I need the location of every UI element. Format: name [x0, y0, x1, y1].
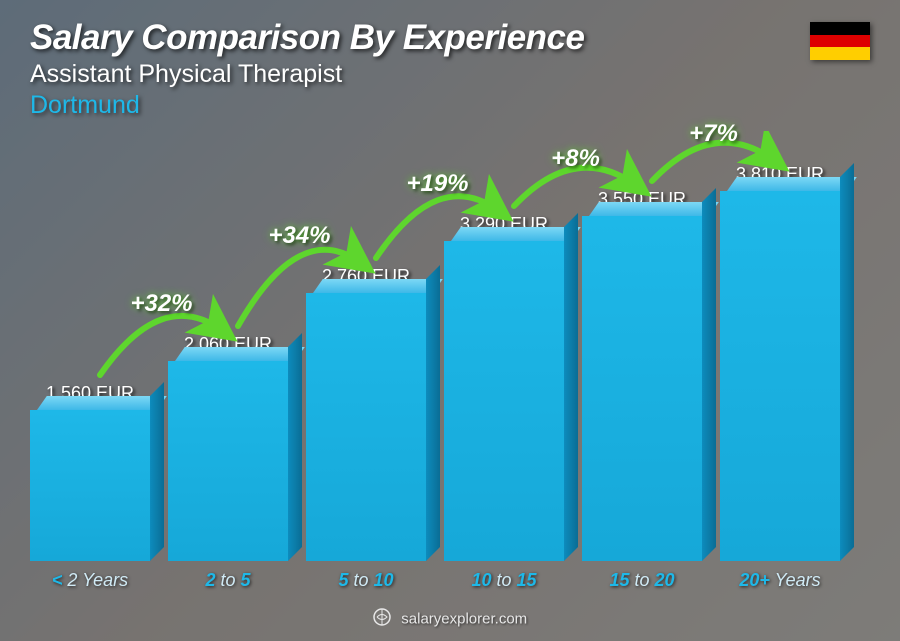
bar-side-face [288, 333, 302, 561]
x-axis-label: 20+ Years [720, 570, 840, 591]
chart-area: 1,560 EUR2,060 EUR2,760 EUR3,290 EUR3,55… [30, 131, 840, 591]
bar-top-face [37, 396, 167, 410]
bar-group: 1,560 EUR [30, 383, 150, 561]
flag-stripe [810, 35, 870, 48]
bar-front-face [444, 241, 564, 561]
bar-side-face [150, 382, 164, 561]
bar [444, 241, 564, 561]
bar-group: 2,760 EUR [306, 266, 426, 561]
bar-side-face [426, 265, 440, 561]
increase-badge: +34% [268, 222, 330, 250]
bar [720, 191, 840, 561]
bar-top-face [589, 202, 719, 216]
x-axis-label: 2 to 5 [168, 570, 288, 591]
bar [306, 293, 426, 561]
bar-top-face [727, 177, 857, 191]
bar-front-face [306, 293, 426, 561]
increase-badge: +32% [130, 290, 192, 318]
bar-side-face [840, 163, 854, 561]
bar-front-face [720, 191, 840, 561]
bar-front-face [30, 410, 150, 561]
bar [30, 410, 150, 561]
x-axis-label: 5 to 10 [306, 570, 426, 591]
bar-side-face [564, 213, 578, 561]
x-axis-label: 15 to 20 [582, 570, 702, 591]
footer-text: salaryexplorer.com [401, 611, 527, 628]
bar-top-face [451, 227, 581, 241]
footer: salaryexplorer.com [0, 608, 900, 631]
bar-group: 3,810 EUR [720, 164, 840, 561]
chart-subtitle: Assistant Physical Therapist [30, 60, 870, 89]
x-axis-label: 10 to 15 [444, 570, 564, 591]
footer-logo-icon [373, 608, 391, 631]
chart-location: Dortmund [30, 91, 870, 120]
increase-badge: +7% [689, 120, 738, 148]
bar-top-face [175, 347, 305, 361]
bar-group: 3,550 EUR [582, 189, 702, 561]
increase-badge: +8% [551, 145, 600, 173]
bar-front-face [582, 216, 702, 561]
flag-stripe [810, 47, 870, 60]
bar-group: 2,060 EUR [168, 334, 288, 561]
bar-group: 3,290 EUR [444, 214, 564, 561]
content-wrapper: Salary Comparison By Experience Assistan… [0, 0, 900, 641]
bar [168, 361, 288, 561]
country-flag-icon [810, 22, 870, 60]
increase-badge: +19% [406, 170, 468, 198]
bar-front-face [168, 361, 288, 561]
bar-top-face [313, 279, 443, 293]
x-axis-label: < 2 Years [30, 570, 150, 591]
chart-title: Salary Comparison By Experience [30, 18, 870, 58]
bar-side-face [702, 188, 716, 561]
bar [582, 216, 702, 561]
flag-stripe [810, 22, 870, 35]
x-axis-labels: < 2 Years 2 to 5 5 to 10 10 to 15 15 to 20 20… [30, 570, 840, 591]
